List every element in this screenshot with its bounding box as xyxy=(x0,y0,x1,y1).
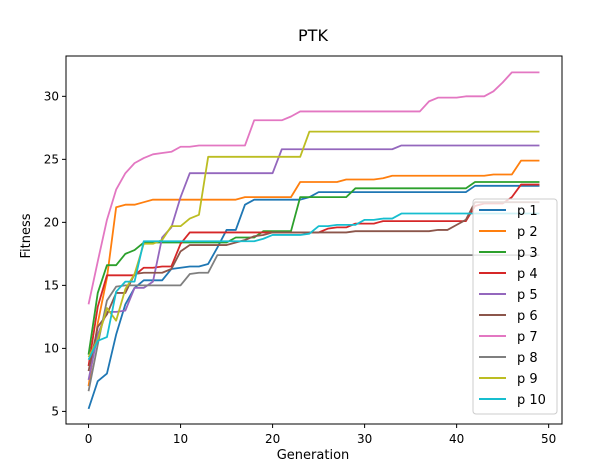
x-tick-label: 20 xyxy=(265,432,280,446)
legend-label: p 3 xyxy=(517,246,538,261)
x-tick-label: 30 xyxy=(357,432,372,446)
legend-label: p 2 xyxy=(517,225,538,240)
chart-title: PTK xyxy=(298,26,328,45)
legend-label: p 1 xyxy=(517,204,538,219)
y-tick-label: 20 xyxy=(44,215,59,229)
legend-label: p 9 xyxy=(517,372,538,387)
series-line-1 xyxy=(87,184,540,410)
legend-label: p 6 xyxy=(517,309,538,324)
x-axis-label: Generation xyxy=(277,448,350,463)
x-tick-label: 0 xyxy=(85,432,93,446)
axes-layer: 0 10 20 30 40 50 5 10 15 20 25 30 xyxy=(44,55,563,446)
y-tick-label: 25 xyxy=(44,152,59,166)
y-tick-label: 5 xyxy=(51,404,59,418)
y-axis-label: Fitness xyxy=(19,213,34,258)
legend-label: p 5 xyxy=(517,288,538,303)
series-line-7 xyxy=(87,71,540,305)
series-line-8 xyxy=(87,254,540,392)
series-line-10 xyxy=(87,212,540,361)
plot-frame xyxy=(65,55,563,425)
legend-label: p 8 xyxy=(517,351,538,366)
y-tick-label: 10 xyxy=(44,341,59,355)
legend: p 1 p 2 p 3 p 4 p 5 p 6 p 7 p 8 p 9 p 10 xyxy=(472,198,558,415)
x-tick-label: 10 xyxy=(173,432,188,446)
x-tick-label: 50 xyxy=(541,432,556,446)
series-line-2 xyxy=(87,159,540,387)
y-tick-label: 30 xyxy=(44,89,59,103)
x-tick-label: 40 xyxy=(449,432,464,446)
y-tick-label: 15 xyxy=(44,278,59,292)
series-line-3 xyxy=(87,181,540,355)
series-line-5 xyxy=(87,144,540,381)
legend-label: p 10 xyxy=(517,393,546,408)
series-layer xyxy=(87,71,540,410)
legend-label: p 7 xyxy=(517,330,538,345)
legend-label: p 4 xyxy=(517,267,538,282)
series-line-9 xyxy=(87,130,540,358)
series-line-6 xyxy=(87,201,540,372)
